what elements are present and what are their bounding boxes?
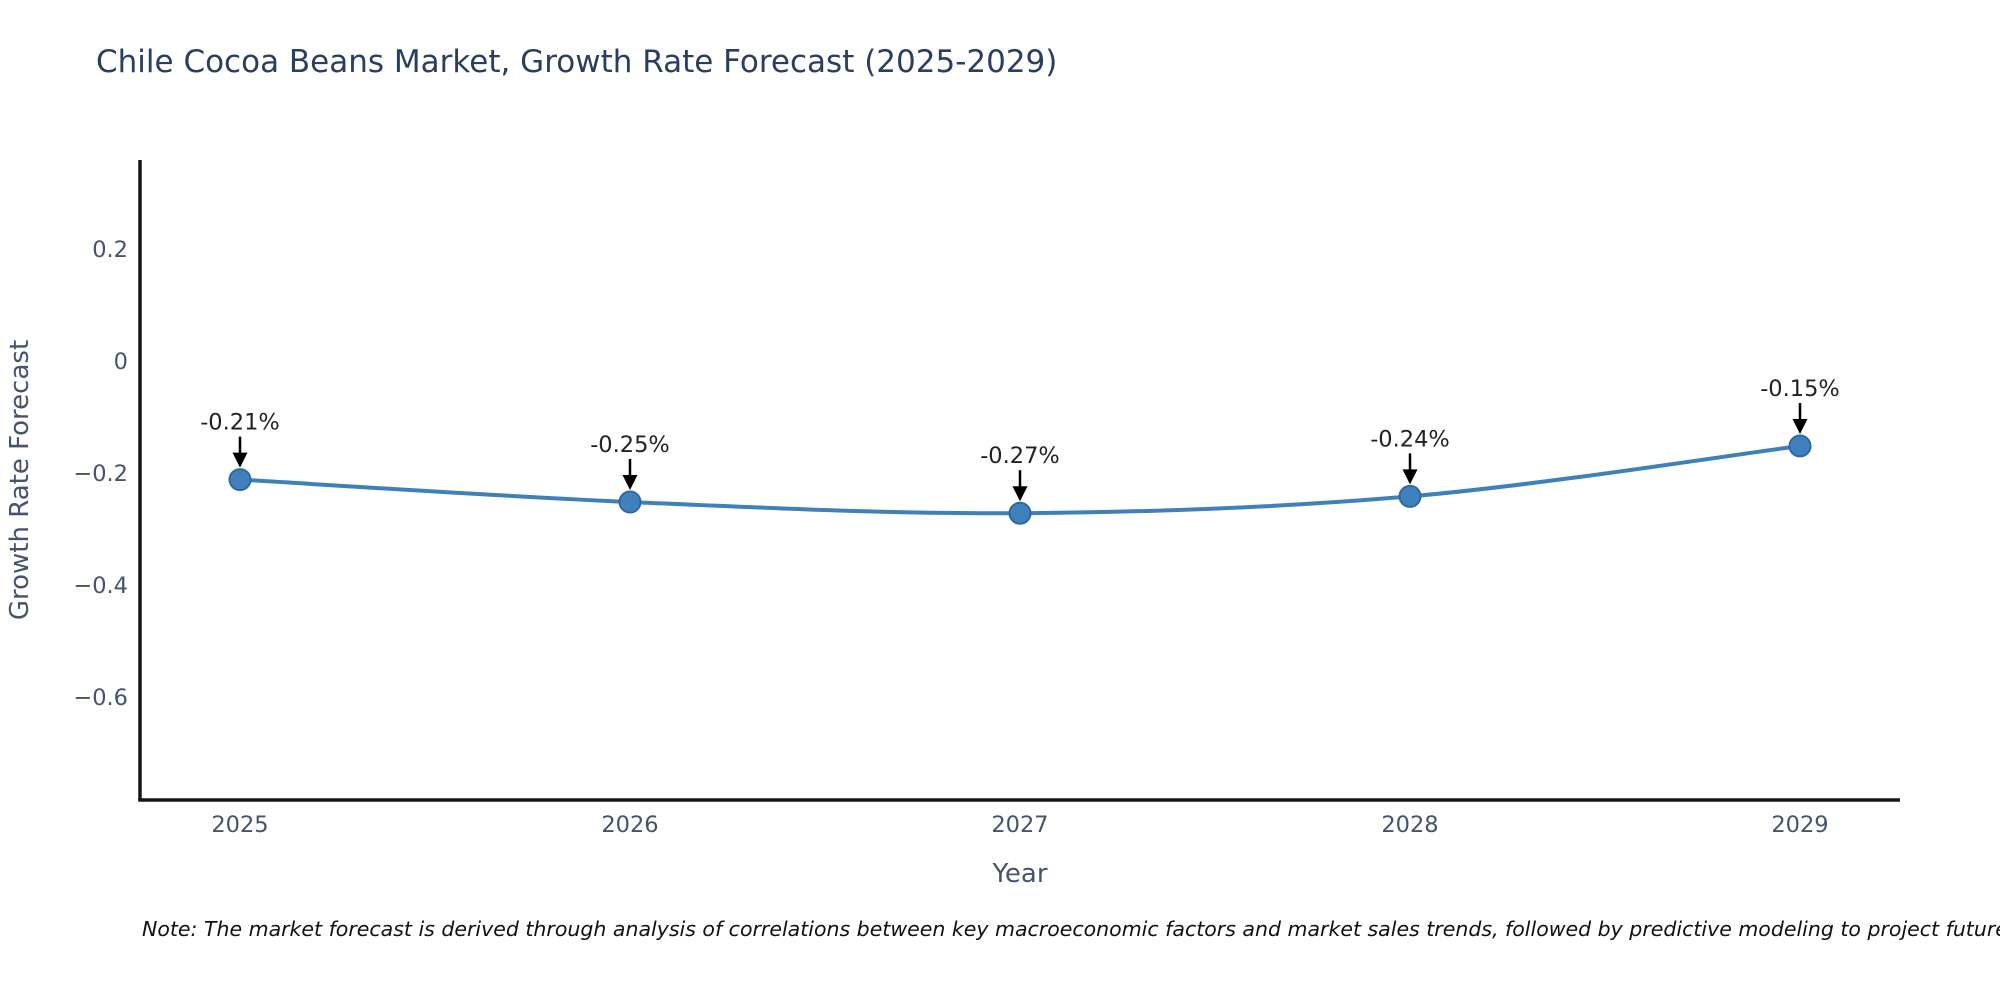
- annotation-arrowhead: [1012, 486, 1028, 502]
- data-point-2028[interactable]: [1398, 484, 1422, 508]
- annotation-label: -0.25%: [590, 432, 670, 458]
- annotation-arrowhead: [1402, 469, 1418, 485]
- annotation-arrowhead: [1792, 419, 1808, 434]
- annotation-label: -0.15%: [1760, 376, 1840, 402]
- x-axis-title: Year: [991, 859, 1047, 889]
- chart-title: Chile Cocoa Beans Market, Growth Rate Fo…: [96, 44, 1058, 80]
- y-tick-label: −0.4: [73, 573, 128, 599]
- y-tick-label: −0.6: [73, 685, 128, 711]
- x-tick-label: 2029: [1771, 812, 1828, 838]
- footnote: Note: The market forecast is derived thr…: [142, 917, 2000, 941]
- y-tick-label: −0.2: [73, 461, 128, 487]
- data-point-2026[interactable]: [618, 490, 642, 514]
- y-axis-title: Growth Rate Forecast: [5, 340, 35, 620]
- data-point-2025[interactable]: [228, 468, 252, 492]
- annotation-arrowhead: [232, 452, 248, 468]
- annotation-label: -0.21%: [200, 410, 280, 436]
- annotation-label: -0.24%: [1370, 426, 1450, 452]
- x-tick-label: 2028: [1381, 812, 1438, 838]
- x-tick-label: 2025: [211, 812, 268, 838]
- y-tick-label: 0: [114, 349, 128, 375]
- x-tick-label: 2027: [991, 812, 1048, 838]
- annotation-label: -0.27%: [980, 443, 1060, 469]
- annotation-arrowhead: [622, 475, 638, 490]
- data-point-2029[interactable]: [1788, 434, 1812, 458]
- y-tick-label: 0.2: [92, 237, 128, 263]
- x-tick-label: 2026: [601, 812, 658, 838]
- data-point-2027[interactable]: [1008, 501, 1032, 525]
